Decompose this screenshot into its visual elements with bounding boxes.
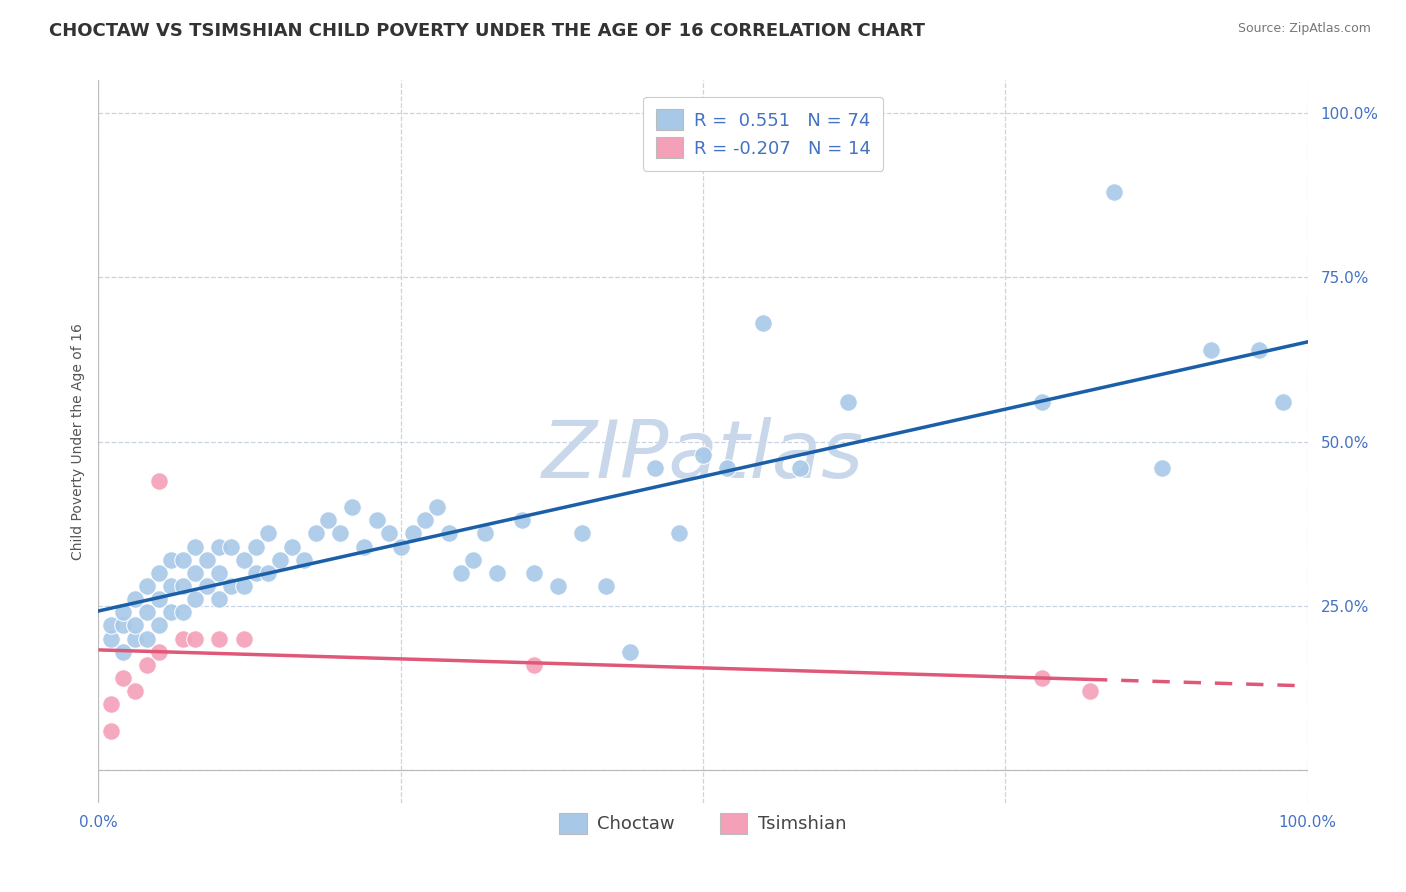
Point	[256, 566, 278, 580]
Point	[111, 645, 134, 659]
Point	[184, 540, 207, 554]
Point	[789, 460, 811, 475]
Point	[221, 540, 243, 554]
Point	[221, 579, 243, 593]
Point	[269, 553, 291, 567]
Point	[486, 566, 509, 580]
Point	[366, 513, 388, 527]
Point	[474, 526, 496, 541]
Point	[256, 526, 278, 541]
Point	[184, 566, 207, 580]
Point	[1249, 343, 1271, 357]
Point	[100, 723, 122, 738]
Point	[245, 566, 267, 580]
Point	[184, 592, 207, 607]
Point	[160, 579, 183, 593]
Point	[668, 526, 690, 541]
Point	[160, 605, 183, 619]
Point	[172, 553, 194, 567]
Point	[135, 632, 157, 646]
Point	[148, 474, 170, 488]
Point	[426, 500, 449, 515]
Point	[523, 657, 546, 672]
Point	[316, 513, 339, 527]
Point	[245, 540, 267, 554]
Point	[208, 632, 231, 646]
Point	[1199, 343, 1222, 357]
Point	[644, 460, 666, 475]
Point	[148, 592, 170, 607]
Point	[124, 632, 146, 646]
Point	[208, 566, 231, 580]
Text: Source: ZipAtlas.com: Source: ZipAtlas.com	[1237, 22, 1371, 36]
Point	[463, 553, 485, 567]
Point	[292, 553, 315, 567]
Point	[619, 645, 641, 659]
Point	[100, 632, 122, 646]
Y-axis label: Child Poverty Under the Age of 16: Child Poverty Under the Age of 16	[70, 323, 84, 560]
Point	[172, 579, 194, 593]
Point	[208, 592, 231, 607]
Point	[837, 395, 859, 409]
Point	[232, 632, 254, 646]
Point	[148, 645, 170, 659]
Point	[377, 526, 399, 541]
Point	[124, 684, 146, 698]
Point	[111, 671, 134, 685]
Point	[100, 618, 122, 632]
Point	[111, 618, 134, 632]
Point	[135, 579, 157, 593]
Point	[148, 566, 170, 580]
Point	[510, 513, 533, 527]
Point	[402, 526, 425, 541]
Point	[571, 526, 593, 541]
Point	[1031, 395, 1053, 409]
Point	[100, 698, 122, 712]
Point	[1102, 185, 1125, 199]
Point	[1031, 671, 1053, 685]
Point	[329, 526, 352, 541]
Point	[1272, 395, 1295, 409]
Point	[172, 632, 194, 646]
Point	[342, 500, 364, 515]
Text: CHOCTAW VS TSIMSHIAN CHILD POVERTY UNDER THE AGE OF 16 CORRELATION CHART: CHOCTAW VS TSIMSHIAN CHILD POVERTY UNDER…	[49, 22, 925, 40]
Point	[752, 316, 775, 330]
Point	[195, 553, 218, 567]
Point	[124, 592, 146, 607]
Point	[353, 540, 375, 554]
Point	[1152, 460, 1174, 475]
Point	[172, 605, 194, 619]
Point	[450, 566, 472, 580]
Point	[305, 526, 328, 541]
Point	[716, 460, 738, 475]
Point	[1078, 684, 1101, 698]
Point	[547, 579, 569, 593]
Point	[389, 540, 412, 554]
Point	[135, 657, 157, 672]
Point	[124, 618, 146, 632]
Point	[232, 579, 254, 593]
Point	[195, 579, 218, 593]
Point	[208, 540, 231, 554]
Point	[692, 448, 714, 462]
Point	[111, 605, 134, 619]
Point	[413, 513, 436, 527]
Point	[148, 618, 170, 632]
Text: ZIPatlas: ZIPatlas	[541, 417, 865, 495]
Point	[232, 553, 254, 567]
Point	[135, 605, 157, 619]
Point	[595, 579, 617, 593]
Point	[160, 553, 183, 567]
Point	[523, 566, 546, 580]
Point	[437, 526, 460, 541]
Point	[184, 632, 207, 646]
Point	[281, 540, 304, 554]
Legend: Choctaw, Tsimshian: Choctaw, Tsimshian	[553, 805, 853, 841]
